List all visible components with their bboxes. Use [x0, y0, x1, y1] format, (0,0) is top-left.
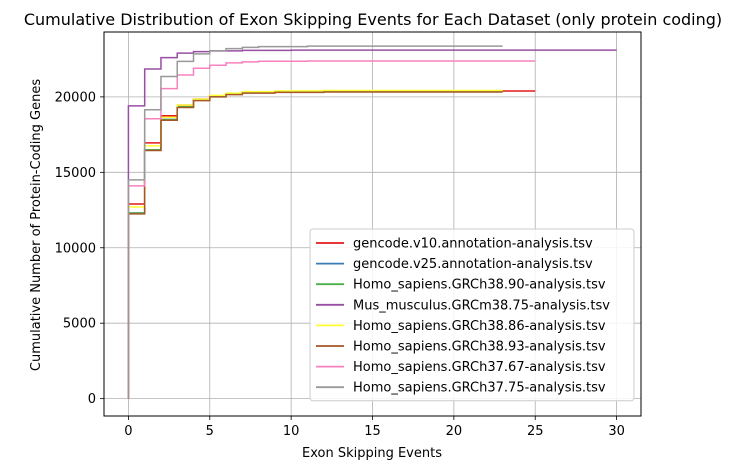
legend-label: Homo_sapiens.GRCh38.90-analysis.tsv: [353, 278, 606, 293]
legend-box: [309, 228, 635, 402]
x-tick-label: 10: [283, 424, 300, 439]
y-axis-label: Cumulative Number of Protein-Coding Gene…: [29, 79, 44, 371]
y-tick-label: 5000: [63, 317, 96, 332]
legend-label: Homo_sapiens.GRCh37.67-analysis.tsv: [353, 360, 606, 375]
series-layer: [127, 45, 617, 399]
x-tick-label: 15: [364, 424, 381, 439]
x-tick-label: 5: [206, 424, 214, 439]
x-tick-label: 25: [527, 424, 544, 439]
legend-label: Homo_sapiens.GRCh37.75-analysis.tsv: [353, 381, 606, 396]
y-tick-label: 15000: [55, 166, 96, 181]
y-tick-label: 0: [88, 392, 96, 407]
series-line-8: [127, 45, 503, 399]
x-tick-label: 30: [608, 424, 625, 439]
legend-label: Homo_sapiens.GRCh38.86-analysis.tsv: [353, 319, 606, 334]
x-tick-label: 20: [446, 424, 463, 439]
legend-label: gencode.v10.annotation-analysis.tsv: [353, 237, 593, 252]
legend-label: gencode.v25.annotation-analysis.tsv: [353, 257, 593, 272]
tick-layer: 0 5 10 15 20 25 30 0 5000 10000 15000 20000: [55, 90, 625, 439]
x-tick-label: 0: [124, 424, 132, 439]
y-tick-label: 10000: [55, 241, 96, 256]
series-line-4: [127, 49, 617, 399]
series-line-7: [127, 60, 536, 399]
series-line-6: [127, 91, 503, 399]
legend-label: Homo_sapiens.GRCh38.93-analysis.tsv: [353, 340, 606, 355]
x-axis-label: Exon Skipping Events: [302, 446, 442, 461]
legend-label: Mus_musculus.GRCm38.75-analysis.tsv: [353, 298, 610, 313]
y-tick-label: 20000: [55, 90, 96, 105]
chart-title: Cumulative Distribution of Exon Skipping…: [24, 10, 722, 29]
legend: gencode.v10.annotation-analysis.tsv genco…: [309, 228, 635, 402]
